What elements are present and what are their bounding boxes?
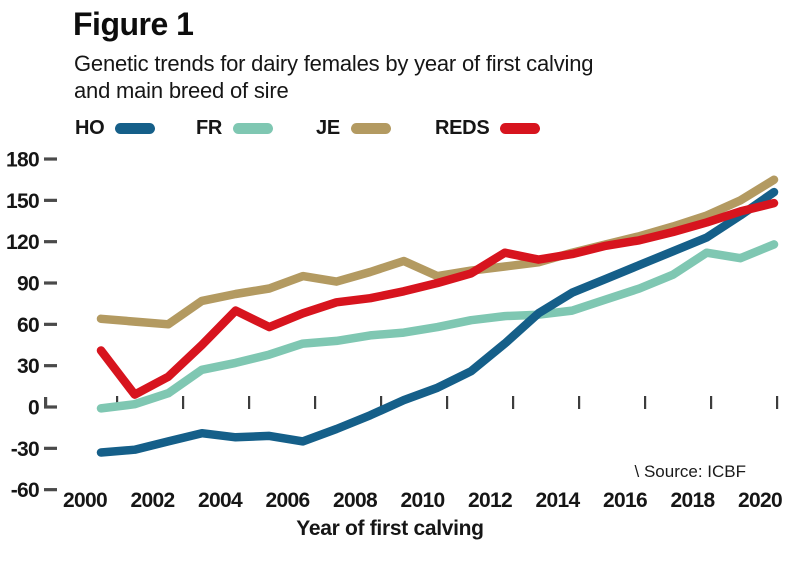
y-tick-dash xyxy=(44,281,57,285)
y-tick-dash xyxy=(44,157,57,161)
legend-swatch-fr xyxy=(233,122,274,134)
legend-item-je: JE xyxy=(316,114,391,142)
y-tick-dash xyxy=(44,240,57,244)
figure-label: Figure 1 xyxy=(73,6,194,42)
legend-item-fr: FR xyxy=(196,114,274,142)
x-tick-label: 2002 xyxy=(131,489,175,512)
series-line-reds xyxy=(96,198,779,399)
y-tick-label: 30 xyxy=(17,355,39,378)
x-tick-label: 2010 xyxy=(401,489,445,512)
legend-label-ho: HO xyxy=(75,116,105,139)
chart-legend: HO FR JE REDS xyxy=(0,114,790,142)
zero-line-tick xyxy=(446,396,449,409)
y-axis-corner-tick xyxy=(44,397,48,407)
x-axis-title: Year of first calving xyxy=(296,517,483,540)
y-tick-label: 90 xyxy=(17,273,39,296)
y-tick-label: 150 xyxy=(6,190,39,213)
zero-line-tick xyxy=(776,396,779,409)
x-tick-label: 2016 xyxy=(603,489,647,512)
zero-line-tick xyxy=(380,396,383,409)
zero-line-tick xyxy=(644,396,647,409)
legend-swatch-reds xyxy=(500,122,541,134)
zero-line-tick xyxy=(578,396,581,409)
y-tick-dash xyxy=(44,322,57,326)
x-tick-label: 2000 xyxy=(63,489,107,512)
y-tick-dash xyxy=(44,198,57,202)
series-line-fr xyxy=(96,240,779,413)
zero-line-tick xyxy=(182,396,185,409)
source-credit: \ Source: ICBF xyxy=(635,462,746,481)
x-tick-label: 2004 xyxy=(198,489,243,512)
subtitle-line-1: Genetic trends for dairy females by year… xyxy=(74,51,594,76)
y-tick-label: -60 xyxy=(11,479,39,502)
x-tick-label: 2006 xyxy=(266,489,310,512)
chart-subtitle: Genetic trends for dairy females by year… xyxy=(74,50,593,104)
legend-label-reds: REDS xyxy=(435,116,490,139)
series-line-ho xyxy=(96,187,779,457)
y-tick-dash xyxy=(44,364,57,368)
y-tick-dash xyxy=(44,446,57,450)
legend-swatch-je xyxy=(350,122,391,134)
x-tick-label: 2020 xyxy=(738,489,782,512)
y-tick-label: 120 xyxy=(6,231,39,254)
y-tick-dash xyxy=(44,405,57,409)
zero-line-tick xyxy=(314,396,317,409)
x-tick-label: 2008 xyxy=(333,489,378,512)
y-tick-label: 180 xyxy=(6,149,39,172)
x-tick-label: 2014 xyxy=(536,489,581,512)
zero-line-tick xyxy=(248,396,251,409)
legend-label-fr: FR xyxy=(196,116,223,139)
zero-line-tick xyxy=(512,396,515,409)
legend-item-ho: HO xyxy=(75,114,156,142)
x-tick-label: 2012 xyxy=(468,489,512,512)
y-tick-label: 60 xyxy=(17,314,39,337)
legend-label-je: JE xyxy=(316,116,340,139)
series-line-je xyxy=(96,175,779,329)
legend-item-reds: REDS xyxy=(435,114,541,142)
y-tick-dash xyxy=(44,488,57,492)
x-tick-label: 2018 xyxy=(671,489,716,512)
y-tick-label: 0 xyxy=(28,397,39,420)
subtitle-line-2: and main breed of sire xyxy=(74,78,289,103)
y-tick-label: -30 xyxy=(11,438,39,461)
legend-swatch-ho xyxy=(115,122,156,134)
zero-line-tick xyxy=(710,396,713,409)
